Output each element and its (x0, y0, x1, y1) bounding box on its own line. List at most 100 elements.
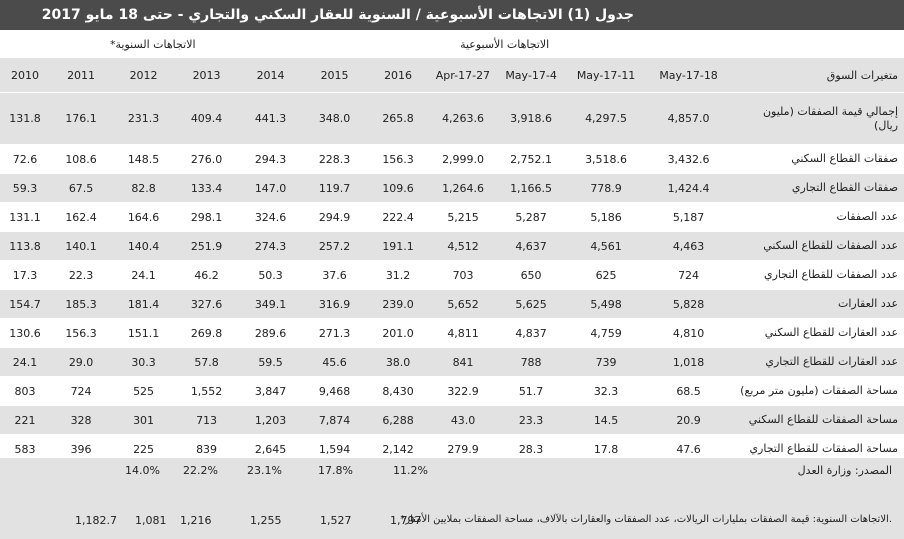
cell: 788 (496, 347, 567, 377)
column-header: 11-May-17 (566, 58, 647, 93)
cell: 6,288 (366, 405, 431, 435)
cell: 269.8 (175, 318, 239, 348)
cell: 5,186 (566, 202, 647, 232)
percentage: 23.1% (247, 464, 282, 477)
cell: 4,857.0 (646, 92, 732, 145)
cell: 5,498 (566, 289, 647, 319)
column-header: 2015 (303, 58, 367, 93)
group-header: الاتجاهات السنوية* (110, 37, 196, 51)
cell: 68.5 (646, 376, 732, 406)
cell: 8,430 (366, 376, 431, 406)
cell: 7,874 (303, 405, 367, 435)
cell: 67.5 (50, 173, 113, 203)
cell: 1,552 (175, 376, 239, 406)
cell: 239.0 (366, 289, 431, 319)
cell: 276.0 (175, 144, 239, 174)
cell: 32.3 (566, 376, 647, 406)
row: صفقات القطاع السكني 3,432.6 3,518.6 2,752.1… (0, 144, 904, 174)
cell: 43.0 (430, 405, 497, 435)
cell: 4,811 (430, 318, 497, 348)
note: *الاتجاهات السنوية: قيمة الصفقات بمليارا… (400, 514, 892, 525)
total: 1,216 (180, 514, 212, 527)
total: 1,797 (390, 514, 422, 527)
row-label: عدد الصفقات (731, 202, 904, 232)
cell: 37.6 (303, 260, 367, 290)
cell: 274.3 (238, 231, 304, 261)
row: عدد العقارات للقطاع السكني 4,810 4,759 4,83… (0, 318, 904, 348)
cell: 162.4 (50, 202, 113, 232)
cell: 45.6 (303, 347, 367, 377)
cell: 348.0 (303, 92, 367, 145)
cell: 724 (50, 376, 113, 406)
cell: 324.6 (238, 202, 304, 232)
cell: 713 (175, 405, 239, 435)
cell: 109.6 (366, 173, 431, 203)
percentage: 17.8% (318, 464, 353, 477)
cell: 327.6 (175, 289, 239, 319)
row: مساحة الصفقات للقطاع السكني 20.9 14.5 23.3 4… (0, 405, 904, 435)
cell: 2,999.0 (430, 144, 497, 174)
column-header: 2011 (50, 58, 113, 93)
cell: 140.1 (50, 231, 113, 261)
column-header: 27-Apr-17 (430, 58, 497, 93)
cell: 4,561 (566, 231, 647, 261)
group-header: الاتجاهات الأسبوعية (460, 37, 550, 51)
cell: 265.8 (366, 92, 431, 145)
cell: 703 (430, 260, 497, 290)
row-label: مساحة الصفقات للقطاع السكني (731, 405, 904, 435)
row-label: صفقات القطاع التجاري (731, 173, 904, 203)
cell: 20.9 (646, 405, 732, 435)
cell: 133.4 (175, 173, 239, 203)
cell: 130.6 (0, 318, 51, 348)
row-label: عدد العقارات (731, 289, 904, 319)
cell: 778.9 (566, 173, 647, 203)
cell: 59.5 (238, 347, 304, 377)
cell: 4,810 (646, 318, 732, 348)
cell: 289.6 (238, 318, 304, 348)
cell: 31.2 (366, 260, 431, 290)
cell: 156.3 (50, 318, 113, 348)
cell: 156.3 (366, 144, 431, 174)
cell: 3,847 (238, 376, 304, 406)
row-label: عدد العقارات للقطاع التجاري (731, 347, 904, 377)
cell: 185.3 (50, 289, 113, 319)
cell: 154.7 (0, 289, 51, 319)
cell: 724 (646, 260, 732, 290)
row-label: صفقات القطاع السكني (731, 144, 904, 174)
percentage: 14.0% (125, 464, 160, 477)
cell: 17.3 (0, 260, 51, 290)
cell: 349.1 (238, 289, 304, 319)
row: عدد الصفقات 5,187 5,186 5,287 5,215 222.4 294.… (0, 202, 904, 232)
cell: 1,264.6 (430, 173, 497, 203)
cell: 9,468 (303, 376, 367, 406)
column-header: 2013 (175, 58, 239, 93)
cell: 51.7 (496, 376, 567, 406)
cell: 57.8 (175, 347, 239, 377)
cell: 22.3 (50, 260, 113, 290)
cell: 3,432.6 (646, 144, 732, 174)
cell: 301 (112, 405, 176, 435)
cell: 38.0 (366, 347, 431, 377)
cell: 1,203 (238, 405, 304, 435)
cell: 739 (566, 347, 647, 377)
spacer (731, 30, 904, 58)
total: 1,255 (250, 514, 282, 527)
row: مساحة الصفقات (مليون متر مربع) 68.5 32.3 51… (0, 376, 904, 406)
cell: 30.3 (112, 347, 176, 377)
row-label: مساحة الصفقات (مليون متر مربع) (731, 376, 904, 406)
cell: 298.1 (175, 202, 239, 232)
cell: 181.4 (112, 289, 176, 319)
cell: 5,625 (496, 289, 567, 319)
cell: 257.2 (303, 231, 367, 261)
cell: 108.6 (50, 144, 113, 174)
column-header: 2014 (238, 58, 304, 93)
column-header: 2012 (112, 58, 176, 93)
cell: 151.1 (112, 318, 176, 348)
row: إجمالي قيمة الصفقات (مليون ريال) 4,857.0 4… (0, 92, 904, 145)
cell: 625 (566, 260, 647, 290)
column-header: 18-May-17 (646, 58, 732, 93)
cell: 23.3 (496, 405, 567, 435)
row: عدد العقارات 5,828 5,498 5,625 5,652 239.0 316… (0, 289, 904, 319)
cell: 4,463 (646, 231, 732, 261)
